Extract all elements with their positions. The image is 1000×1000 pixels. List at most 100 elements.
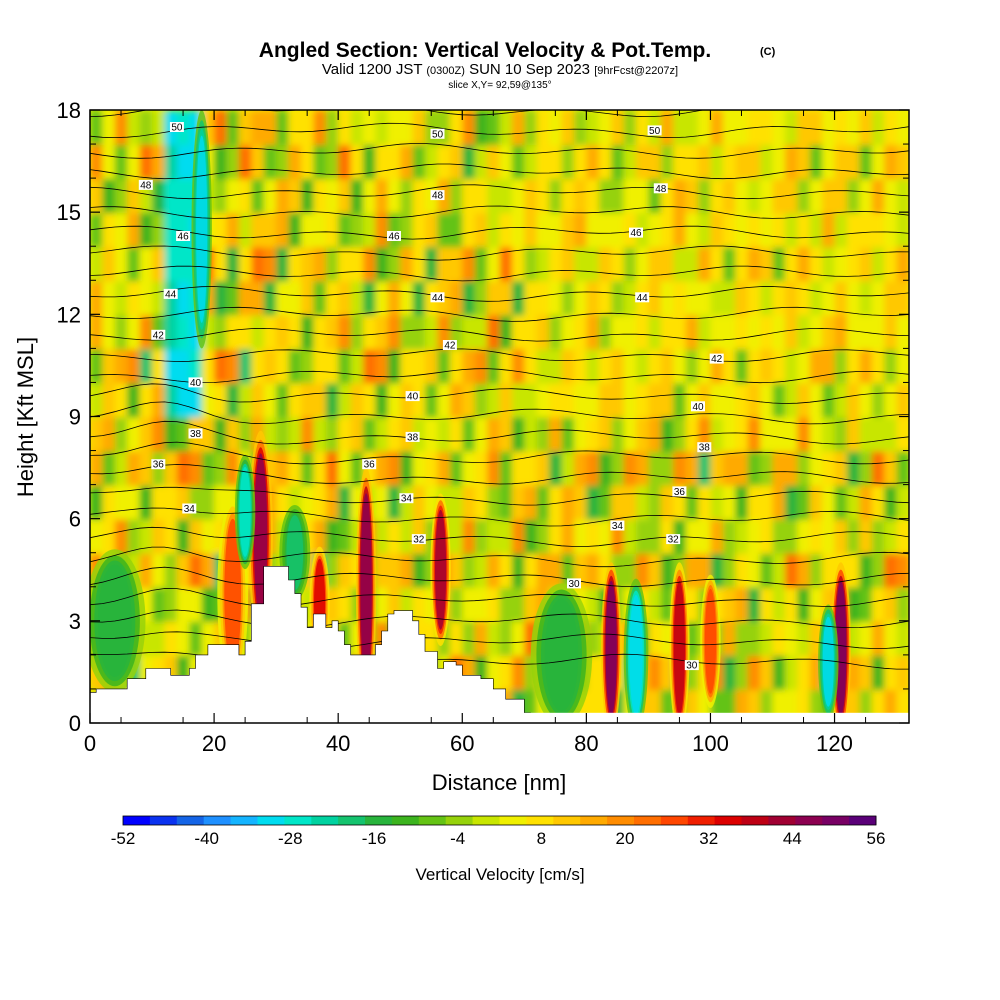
field-cell [797, 382, 811, 418]
field-cell [586, 416, 600, 452]
field-cell [164, 212, 178, 248]
field-cell [698, 348, 712, 384]
theta-contour-label: 40 [691, 401, 705, 413]
field-cell [288, 450, 302, 486]
field-cell [301, 484, 315, 520]
field-cell [189, 382, 203, 418]
field-cell [859, 348, 873, 384]
field-cell [598, 382, 613, 418]
field-cell [698, 484, 712, 520]
field-cell [834, 144, 848, 180]
field-cell [301, 212, 315, 248]
theta-contour-label: 34 [399, 493, 414, 505]
field-cell [735, 348, 749, 384]
field-cell [797, 246, 811, 282]
field-cell [834, 280, 848, 316]
field-cell [164, 620, 178, 656]
x-tick-label: 100 [692, 731, 729, 756]
x-tick-label: 80 [574, 731, 598, 756]
field-cell [276, 348, 290, 384]
field-cell [214, 280, 228, 316]
field-cell [536, 110, 551, 146]
field-cell [325, 348, 340, 384]
theta-label-box [635, 292, 650, 303]
theta-contour-label: 46 [387, 231, 401, 243]
field-cell [884, 620, 898, 656]
theta-label-text: 34 [612, 521, 624, 532]
field-cell [859, 280, 873, 316]
field-cell [784, 314, 799, 350]
field-cell [859, 246, 873, 282]
field-cell [214, 348, 228, 384]
field-cell [449, 110, 464, 146]
field-cell [722, 484, 737, 520]
field-cell [176, 586, 191, 622]
field-cell [636, 484, 650, 520]
field-cell [387, 552, 402, 588]
field-cell [462, 484, 476, 520]
field-cell [524, 416, 538, 452]
field-cell [809, 518, 824, 554]
field-cell [896, 552, 909, 588]
theta-contour-label: 50 [647, 125, 662, 137]
field-cell [387, 484, 402, 520]
field-cell [499, 552, 513, 588]
theta-contour-label: 40 [405, 391, 420, 403]
field-cell [859, 314, 873, 350]
field-cell [226, 348, 240, 384]
field-cell [313, 484, 327, 520]
field-cell [809, 382, 824, 418]
field-cell [412, 144, 426, 180]
field-cell [325, 212, 340, 248]
field-cell [412, 212, 426, 248]
field-cell [685, 416, 699, 452]
field-cell [288, 212, 302, 248]
field-cell [648, 212, 662, 248]
field-cell [797, 586, 811, 622]
field-cell [288, 144, 302, 180]
field-cell [425, 246, 439, 282]
field-cell [127, 280, 141, 316]
field-cell [449, 178, 464, 214]
field-cell [449, 450, 464, 486]
field-cell [511, 314, 526, 350]
colorbar-swatch [822, 816, 850, 825]
field-cell [784, 178, 799, 214]
field-cell [884, 654, 898, 690]
field-cell [511, 654, 526, 690]
field-cell [238, 144, 253, 180]
field-cell [735, 144, 749, 180]
field-cell [363, 212, 377, 248]
theta-label-text: 40 [692, 402, 704, 413]
field-cell [735, 110, 749, 146]
field-cell [586, 110, 600, 146]
colorbar-tick-label: 20 [616, 829, 635, 848]
field-cell [425, 416, 439, 452]
field-cell [735, 314, 749, 350]
field-cell [251, 314, 265, 350]
field-cell [611, 450, 625, 486]
theta-label-text: 50 [171, 123, 183, 134]
theta-label-text: 32 [668, 535, 680, 546]
field-cell [412, 586, 426, 622]
field-cell [301, 348, 315, 384]
field-cell [90, 246, 104, 282]
theta-label-box [442, 340, 457, 350]
field-cell [176, 620, 191, 656]
field-cell [127, 246, 141, 282]
field-cell [698, 110, 712, 146]
field-cell [536, 212, 551, 248]
field-cell [722, 586, 737, 622]
field-cell [673, 110, 687, 146]
field-cell [288, 416, 302, 452]
field-cell [325, 484, 340, 520]
field-cell [859, 586, 873, 622]
field-cell [251, 212, 265, 248]
field-cell [710, 212, 724, 248]
field-cell [276, 382, 290, 418]
field-cell [387, 416, 402, 452]
field-cell [611, 484, 625, 520]
field-cell [499, 416, 513, 452]
field-cell [425, 382, 439, 418]
